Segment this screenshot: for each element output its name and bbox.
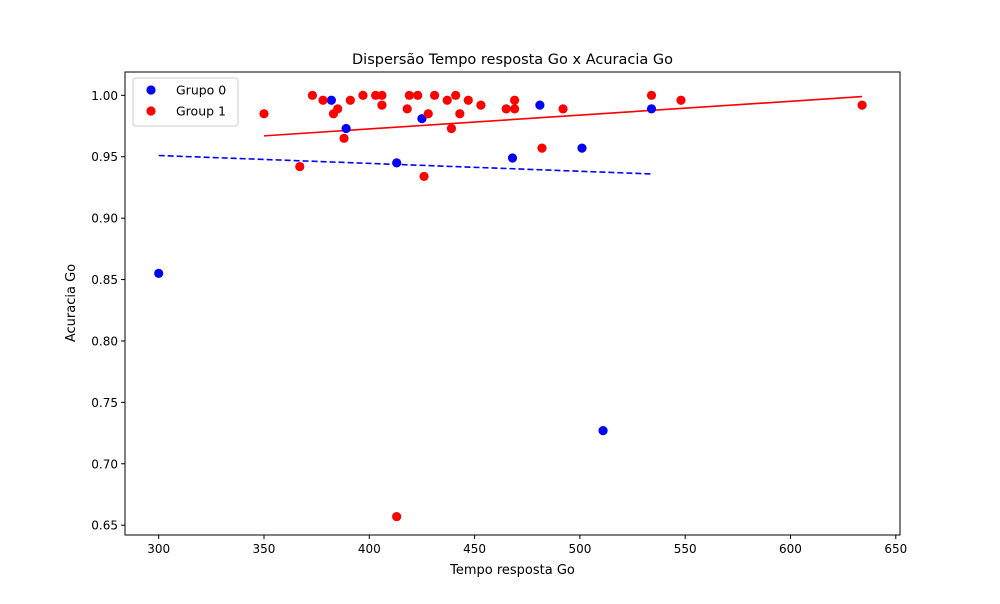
data-point-series-1 <box>455 109 465 119</box>
x-axis-label: Tempo resposta Go <box>449 563 575 578</box>
legend: Grupo 0 Group 1 <box>132 77 239 127</box>
data-point-series-1 <box>429 90 440 100</box>
x-tick-label: 650 <box>884 542 907 556</box>
trendline-series-1 <box>263 95 863 137</box>
data-point-series-1 <box>358 90 368 100</box>
data-point-series-1 <box>501 104 511 114</box>
y-axis-label: Acuracia Go <box>64 264 79 342</box>
data-point-series-0 <box>507 153 518 163</box>
data-point-series-1 <box>419 171 429 181</box>
data-point-series-1 <box>402 104 412 114</box>
data-point-series-1 <box>377 100 387 110</box>
data-point-series-0 <box>417 114 427 124</box>
data-point-series-0 <box>577 143 587 153</box>
x-tick-label: 350 <box>253 542 276 556</box>
axes-frame <box>124 71 901 536</box>
data-point-series-1 <box>646 90 657 100</box>
data-point-series-0 <box>535 100 545 110</box>
y-tick-label: 1.00 <box>91 89 118 103</box>
plot-area: 300 350 400 450 500 550 600 650 0.65 0.70 0.75 0.80… <box>91 71 907 556</box>
y-tick-label: 0.95 <box>91 150 118 164</box>
trendline-series-0 <box>158 154 652 175</box>
data-point-series-0 <box>326 95 336 105</box>
data-point-series-1 <box>371 90 381 100</box>
y-tick-label: 0.85 <box>91 273 118 287</box>
data-point-series-1 <box>318 95 328 105</box>
y-tick-label: 0.65 <box>91 519 118 533</box>
data-point-series-1 <box>259 109 269 119</box>
data-point-series-1 <box>537 143 547 153</box>
data-point-series-1 <box>345 95 355 105</box>
legend-label-series-0: Grupo 0 <box>176 83 226 98</box>
data-point-series-1 <box>857 100 867 110</box>
x-tick-label: 300 <box>147 542 170 556</box>
data-point-series-1 <box>392 511 402 522</box>
data-point-series-1 <box>339 133 349 143</box>
x-tick-label: 500 <box>568 542 591 556</box>
data-point-series-1 <box>558 104 568 114</box>
legend-box <box>132 77 239 127</box>
x-tick-label: 600 <box>779 542 802 556</box>
data-point-series-1 <box>446 123 457 134</box>
y-tick-label: 0.70 <box>91 457 118 471</box>
legend-label-series-1: Group 1 <box>176 104 226 119</box>
data-point-series-0 <box>598 426 608 436</box>
data-point-series-1 <box>404 90 414 100</box>
data-point-series-1 <box>510 95 520 105</box>
x-tick-label: 400 <box>358 542 381 556</box>
data-point-series-1 <box>676 95 686 105</box>
data-point-series-1 <box>377 90 387 100</box>
data-point-series-1 <box>413 90 423 100</box>
data-point-series-1 <box>423 109 433 119</box>
chart-title: Dispersão Tempo resposta Go x Acuracia G… <box>352 52 673 68</box>
data-point-series-1 <box>333 104 343 114</box>
y-tick-label: 0.90 <box>91 212 118 226</box>
data-point-series-0 <box>154 268 164 279</box>
data-point-series-1 <box>463 95 473 105</box>
data-point-series-1 <box>295 161 305 172</box>
x-tick-label: 450 <box>463 542 486 556</box>
legend-marker-series-1 <box>146 106 156 116</box>
data-point-series-1 <box>442 95 452 105</box>
data-point-series-0 <box>341 123 351 134</box>
data-point-series-1 <box>451 90 461 100</box>
y-tick-label: 0.75 <box>91 396 118 410</box>
data-point-series-0 <box>392 158 402 168</box>
data-point-series-1 <box>476 100 486 110</box>
x-tick-label: 550 <box>674 542 697 556</box>
data-point-series-0 <box>646 104 657 114</box>
legend-marker-series-0 <box>146 85 156 95</box>
data-point-series-1 <box>510 104 520 114</box>
y-tick-label: 0.80 <box>91 334 118 348</box>
data-point-series-1 <box>307 90 318 100</box>
